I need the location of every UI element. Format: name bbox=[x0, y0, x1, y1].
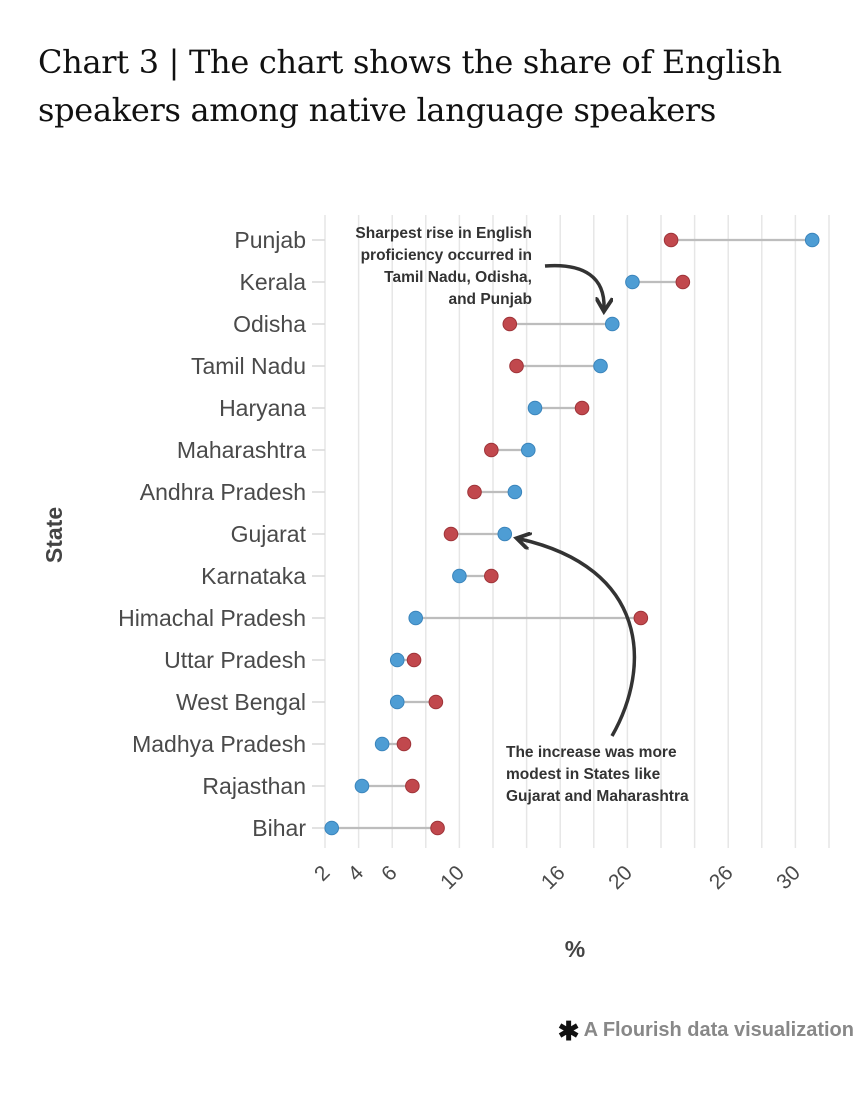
state-label: Rajasthan bbox=[202, 773, 306, 799]
dot-blue[interactable] bbox=[593, 358, 608, 374]
dot-red[interactable] bbox=[675, 274, 691, 290]
dot-red[interactable] bbox=[406, 652, 422, 668]
dot-blue[interactable] bbox=[497, 526, 513, 542]
dot-blue[interactable] bbox=[389, 652, 405, 668]
dot-red[interactable] bbox=[633, 610, 649, 626]
state-label: Madhya Pradesh bbox=[132, 731, 306, 757]
annotation-line: Sharpest rise in English bbox=[355, 225, 532, 242]
dot-red[interactable] bbox=[443, 526, 459, 542]
x-tick-label: 30 bbox=[772, 861, 805, 894]
state-label: Kerala bbox=[240, 269, 307, 295]
dot-blue[interactable] bbox=[507, 484, 523, 500]
dot-red[interactable] bbox=[663, 232, 679, 248]
x-tick-label: 10 bbox=[436, 861, 469, 894]
dot-blue[interactable] bbox=[804, 232, 820, 248]
state-label: Odisha bbox=[233, 311, 306, 337]
dot-red[interactable] bbox=[484, 442, 499, 458]
x-axis-labels: 2 4 6 10 16 20 26 30 bbox=[310, 861, 805, 894]
dot-red[interactable] bbox=[428, 694, 444, 710]
dot-blue[interactable] bbox=[354, 778, 370, 794]
x-tick-label: 20 bbox=[604, 861, 637, 894]
annotation-line: proficiency occurred in bbox=[361, 247, 532, 264]
connector-lines bbox=[331, 238, 813, 830]
annotation-line: Gujarat and Maharashtra bbox=[506, 788, 689, 805]
state-label: Punjab bbox=[234, 227, 306, 253]
dot-blue[interactable] bbox=[389, 694, 405, 710]
state-label: Himachal Pradesh bbox=[118, 605, 306, 631]
state-label: West Bengal bbox=[176, 689, 306, 715]
x-tick-label: 26 bbox=[705, 861, 738, 894]
x-tick-label: 6 bbox=[377, 861, 402, 886]
dot-red[interactable] bbox=[509, 358, 524, 374]
annotation-arrow-1 bbox=[544, 263, 604, 308]
annotation-line: The increase was more bbox=[506, 744, 677, 761]
annotation-line: modest in States like bbox=[506, 766, 661, 783]
state-label: Tamil Nadu bbox=[191, 353, 306, 379]
y-axis-ticks bbox=[312, 239, 325, 829]
state-label: Maharashtra bbox=[177, 437, 306, 463]
asterisk-icon: ✱ bbox=[557, 1015, 580, 1046]
state-label: Haryana bbox=[219, 395, 306, 421]
state-label: Andhra Pradesh bbox=[140, 479, 306, 505]
data-points bbox=[324, 232, 820, 836]
state-label: Karnataka bbox=[201, 563, 306, 589]
dot-blue[interactable] bbox=[374, 736, 390, 752]
dot-blue[interactable] bbox=[408, 610, 424, 626]
state-label: Bihar bbox=[252, 815, 306, 841]
annotation-sharpest-rise: Sharpest rise in English proficiency occu… bbox=[355, 225, 532, 308]
dot-red[interactable] bbox=[502, 316, 518, 332]
x-axis-title: % bbox=[565, 936, 585, 962]
x-tick-label: 16 bbox=[537, 861, 570, 894]
dot-blue[interactable] bbox=[520, 442, 536, 458]
dot-blue[interactable] bbox=[625, 274, 640, 290]
footer-text: A Flourish data visualization bbox=[583, 1019, 854, 1041]
state-label: Gujarat bbox=[231, 521, 307, 547]
x-tick-label: 2 bbox=[310, 861, 335, 886]
dot-red[interactable] bbox=[405, 778, 420, 794]
dot-red[interactable] bbox=[467, 484, 482, 500]
dot-blue[interactable] bbox=[527, 400, 543, 416]
flourish-credit[interactable]: ✱ A Flourish data visualization bbox=[557, 1015, 854, 1046]
dot-blue[interactable] bbox=[452, 568, 467, 584]
page-title: Chart 3 | The chart shows the share of E… bbox=[38, 43, 782, 129]
dot-red[interactable] bbox=[574, 400, 590, 416]
dot-plot-chart: Punjab Kerala Odisha Tamil Nadu Haryana Mahar… bbox=[41, 215, 830, 962]
annotation-arrow-2 bbox=[520, 539, 637, 737]
dot-blue[interactable] bbox=[324, 820, 340, 836]
annotation-line: and Punjab bbox=[448, 291, 532, 308]
annotation-line: Tamil Nadu, Odisha, bbox=[384, 269, 532, 286]
state-label: Uttar Pradesh bbox=[164, 647, 306, 673]
x-tick-label: 4 bbox=[344, 861, 369, 886]
dot-red[interactable] bbox=[484, 568, 499, 584]
dot-red[interactable] bbox=[430, 820, 445, 836]
annotation-modest-increase: The increase was more modest in States li… bbox=[506, 744, 689, 805]
dot-blue[interactable] bbox=[604, 316, 620, 332]
y-axis-title: State bbox=[41, 507, 67, 563]
y-axis-labels: Punjab Kerala Odisha Tamil Nadu Haryana Mahar… bbox=[118, 227, 307, 841]
dot-red[interactable] bbox=[396, 736, 412, 752]
